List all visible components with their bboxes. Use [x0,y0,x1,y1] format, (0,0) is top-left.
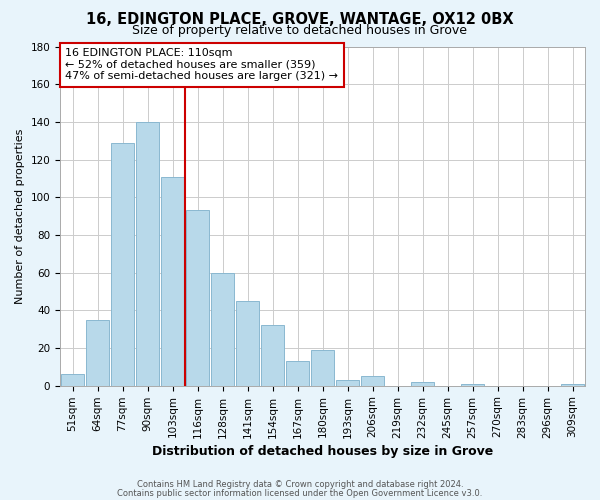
Bar [560,384,584,386]
Bar [110,142,134,386]
Text: Contains public sector information licensed under the Open Government Licence v3: Contains public sector information licen… [118,488,482,498]
Bar [211,272,235,386]
Text: 16 EDINGTON PLACE: 110sqm
← 52% of detached houses are smaller (359)
47% of semi: 16 EDINGTON PLACE: 110sqm ← 52% of detac… [65,48,338,82]
Bar [185,210,209,386]
Bar [61,374,85,386]
Bar [361,376,385,386]
Text: Contains HM Land Registry data © Crown copyright and database right 2024.: Contains HM Land Registry data © Crown c… [137,480,463,489]
Bar [136,122,160,386]
Bar [236,301,259,386]
Bar [311,350,334,386]
X-axis label: Distribution of detached houses by size in Grove: Distribution of detached houses by size … [152,444,493,458]
Bar [161,176,184,386]
Text: Size of property relative to detached houses in Grove: Size of property relative to detached ho… [133,24,467,37]
Bar [260,326,284,386]
Bar [410,382,434,386]
Bar [335,380,359,386]
Bar [86,320,109,386]
Y-axis label: Number of detached properties: Number of detached properties [15,128,25,304]
Bar [461,384,484,386]
Text: 16, EDINGTON PLACE, GROVE, WANTAGE, OX12 0BX: 16, EDINGTON PLACE, GROVE, WANTAGE, OX12… [86,12,514,28]
Bar [286,361,310,386]
